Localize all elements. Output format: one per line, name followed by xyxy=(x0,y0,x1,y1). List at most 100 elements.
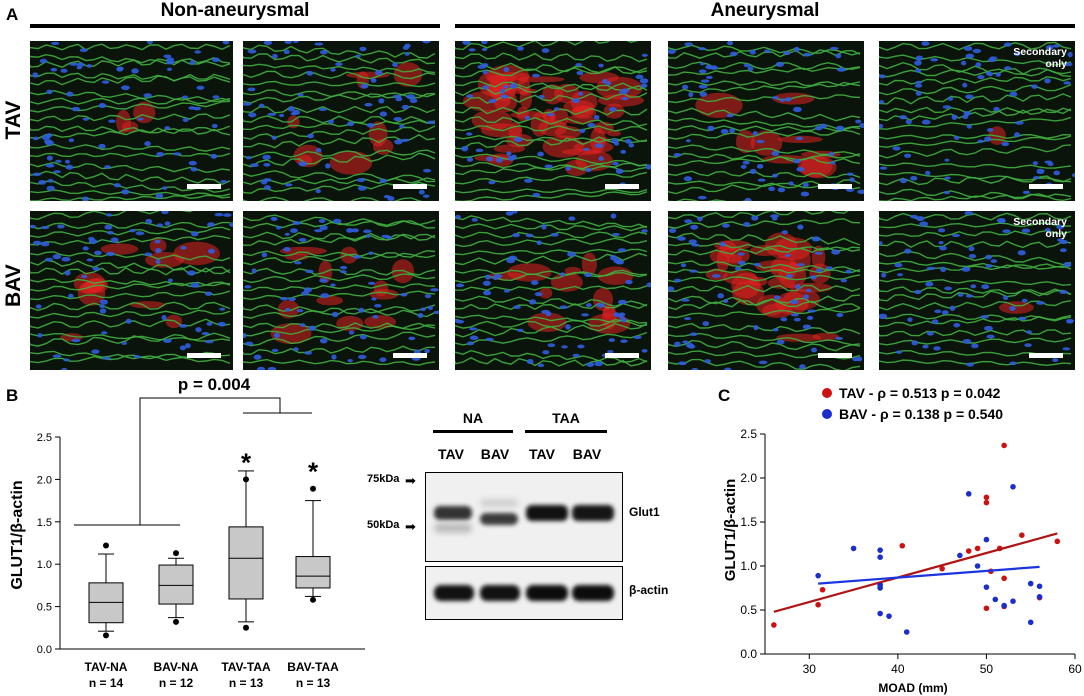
nucleus xyxy=(790,299,799,305)
nucleus xyxy=(926,266,936,270)
elastin-fiber xyxy=(668,358,861,370)
nucleus xyxy=(560,272,566,277)
nucleus xyxy=(645,164,651,170)
nucleus xyxy=(284,41,292,44)
nucleus xyxy=(894,262,903,268)
nucleus xyxy=(1062,347,1071,351)
nucleus xyxy=(1052,44,1061,48)
nucleus xyxy=(613,258,623,264)
nucleus xyxy=(45,163,55,168)
nucleus xyxy=(803,52,812,57)
nucleus xyxy=(375,70,383,76)
nucleus xyxy=(455,214,461,219)
nucleus xyxy=(71,338,81,343)
nucleus xyxy=(691,243,700,247)
glut1-stain xyxy=(503,87,538,94)
micrograph-texture xyxy=(243,214,439,370)
elastin-fiber xyxy=(243,304,436,318)
scatter-point xyxy=(877,582,883,589)
nucleus xyxy=(921,41,930,46)
nucleus xyxy=(1036,301,1045,305)
nucleus xyxy=(121,85,130,91)
nucleus xyxy=(348,330,355,335)
nucleus xyxy=(1057,238,1065,242)
micrograph-bav-3 xyxy=(455,211,651,370)
boxplot-box xyxy=(295,556,331,589)
elastin-fiber xyxy=(243,267,436,276)
scale-bar xyxy=(187,184,221,189)
nucleus xyxy=(957,293,964,297)
boxplot-y-tick-label: 1.5 xyxy=(37,517,52,529)
nucleus xyxy=(811,347,818,353)
nucleus xyxy=(1033,176,1040,180)
nucleus xyxy=(155,259,161,264)
nucleus xyxy=(628,143,635,148)
nucleus xyxy=(699,62,705,66)
elastin-fiber xyxy=(668,307,861,319)
micrograph-bav-5: Secondary only xyxy=(879,211,1075,370)
nucleus xyxy=(740,164,747,169)
nucleus xyxy=(53,170,61,174)
nucleus xyxy=(727,41,734,46)
nucleus xyxy=(925,281,934,287)
nucleus xyxy=(743,222,751,227)
elastin-fiber xyxy=(455,223,648,232)
glut1-stain xyxy=(493,144,526,153)
nucleus xyxy=(586,362,595,367)
nucleus xyxy=(985,71,991,76)
elastin-fiber xyxy=(879,240,1072,249)
nucleus xyxy=(717,293,725,299)
nucleus xyxy=(423,168,432,173)
elastin-fiber xyxy=(879,222,1072,229)
nucleus xyxy=(82,196,89,201)
micrograph-texture xyxy=(455,41,651,201)
nucleus xyxy=(482,290,492,296)
nucleus xyxy=(319,278,328,283)
nucleus xyxy=(608,107,617,112)
nucleus xyxy=(795,284,801,290)
nucleus xyxy=(737,260,746,266)
elastin-fiber xyxy=(30,152,231,158)
elastin-fiber xyxy=(30,194,231,201)
nucleus xyxy=(99,304,105,309)
nucleus xyxy=(758,360,768,365)
nucleus xyxy=(1063,261,1072,268)
nucleus xyxy=(925,170,931,176)
scatter-x-tick-label: 30 xyxy=(803,662,817,676)
nucleus xyxy=(796,167,805,172)
nucleus xyxy=(547,343,556,348)
scatter-point xyxy=(899,542,906,549)
glut1-stain xyxy=(279,246,327,256)
nucleus xyxy=(921,119,931,125)
elastin-fiber xyxy=(455,153,648,167)
nucleus xyxy=(916,216,925,222)
nucleus xyxy=(116,66,124,72)
elastin-fiber xyxy=(30,143,231,152)
nucleus xyxy=(698,69,707,74)
glut1-stain xyxy=(345,71,390,79)
elastin-fiber xyxy=(455,125,648,132)
nucleus xyxy=(553,107,560,111)
nucleus xyxy=(1032,161,1038,166)
nucleus xyxy=(155,193,164,199)
nucleus xyxy=(346,228,354,233)
nucleus xyxy=(1009,361,1017,366)
nucleus xyxy=(243,102,252,106)
nucleus xyxy=(537,363,545,368)
nucleus xyxy=(351,228,359,233)
elastin-fiber xyxy=(455,331,648,346)
nucleus xyxy=(1066,320,1074,324)
nucleus xyxy=(815,268,823,273)
nucleus xyxy=(944,286,952,291)
nucleus xyxy=(1031,84,1038,89)
nucleus xyxy=(101,80,110,84)
nucleus xyxy=(485,337,494,342)
scatter-point xyxy=(1054,538,1061,545)
nucleus xyxy=(1004,66,1012,70)
nucleus xyxy=(244,341,254,346)
nucleus xyxy=(625,279,633,285)
scatter-point xyxy=(1027,619,1034,626)
scatter-point xyxy=(1027,580,1034,587)
nucleus xyxy=(963,111,972,116)
nucleus xyxy=(724,367,732,370)
